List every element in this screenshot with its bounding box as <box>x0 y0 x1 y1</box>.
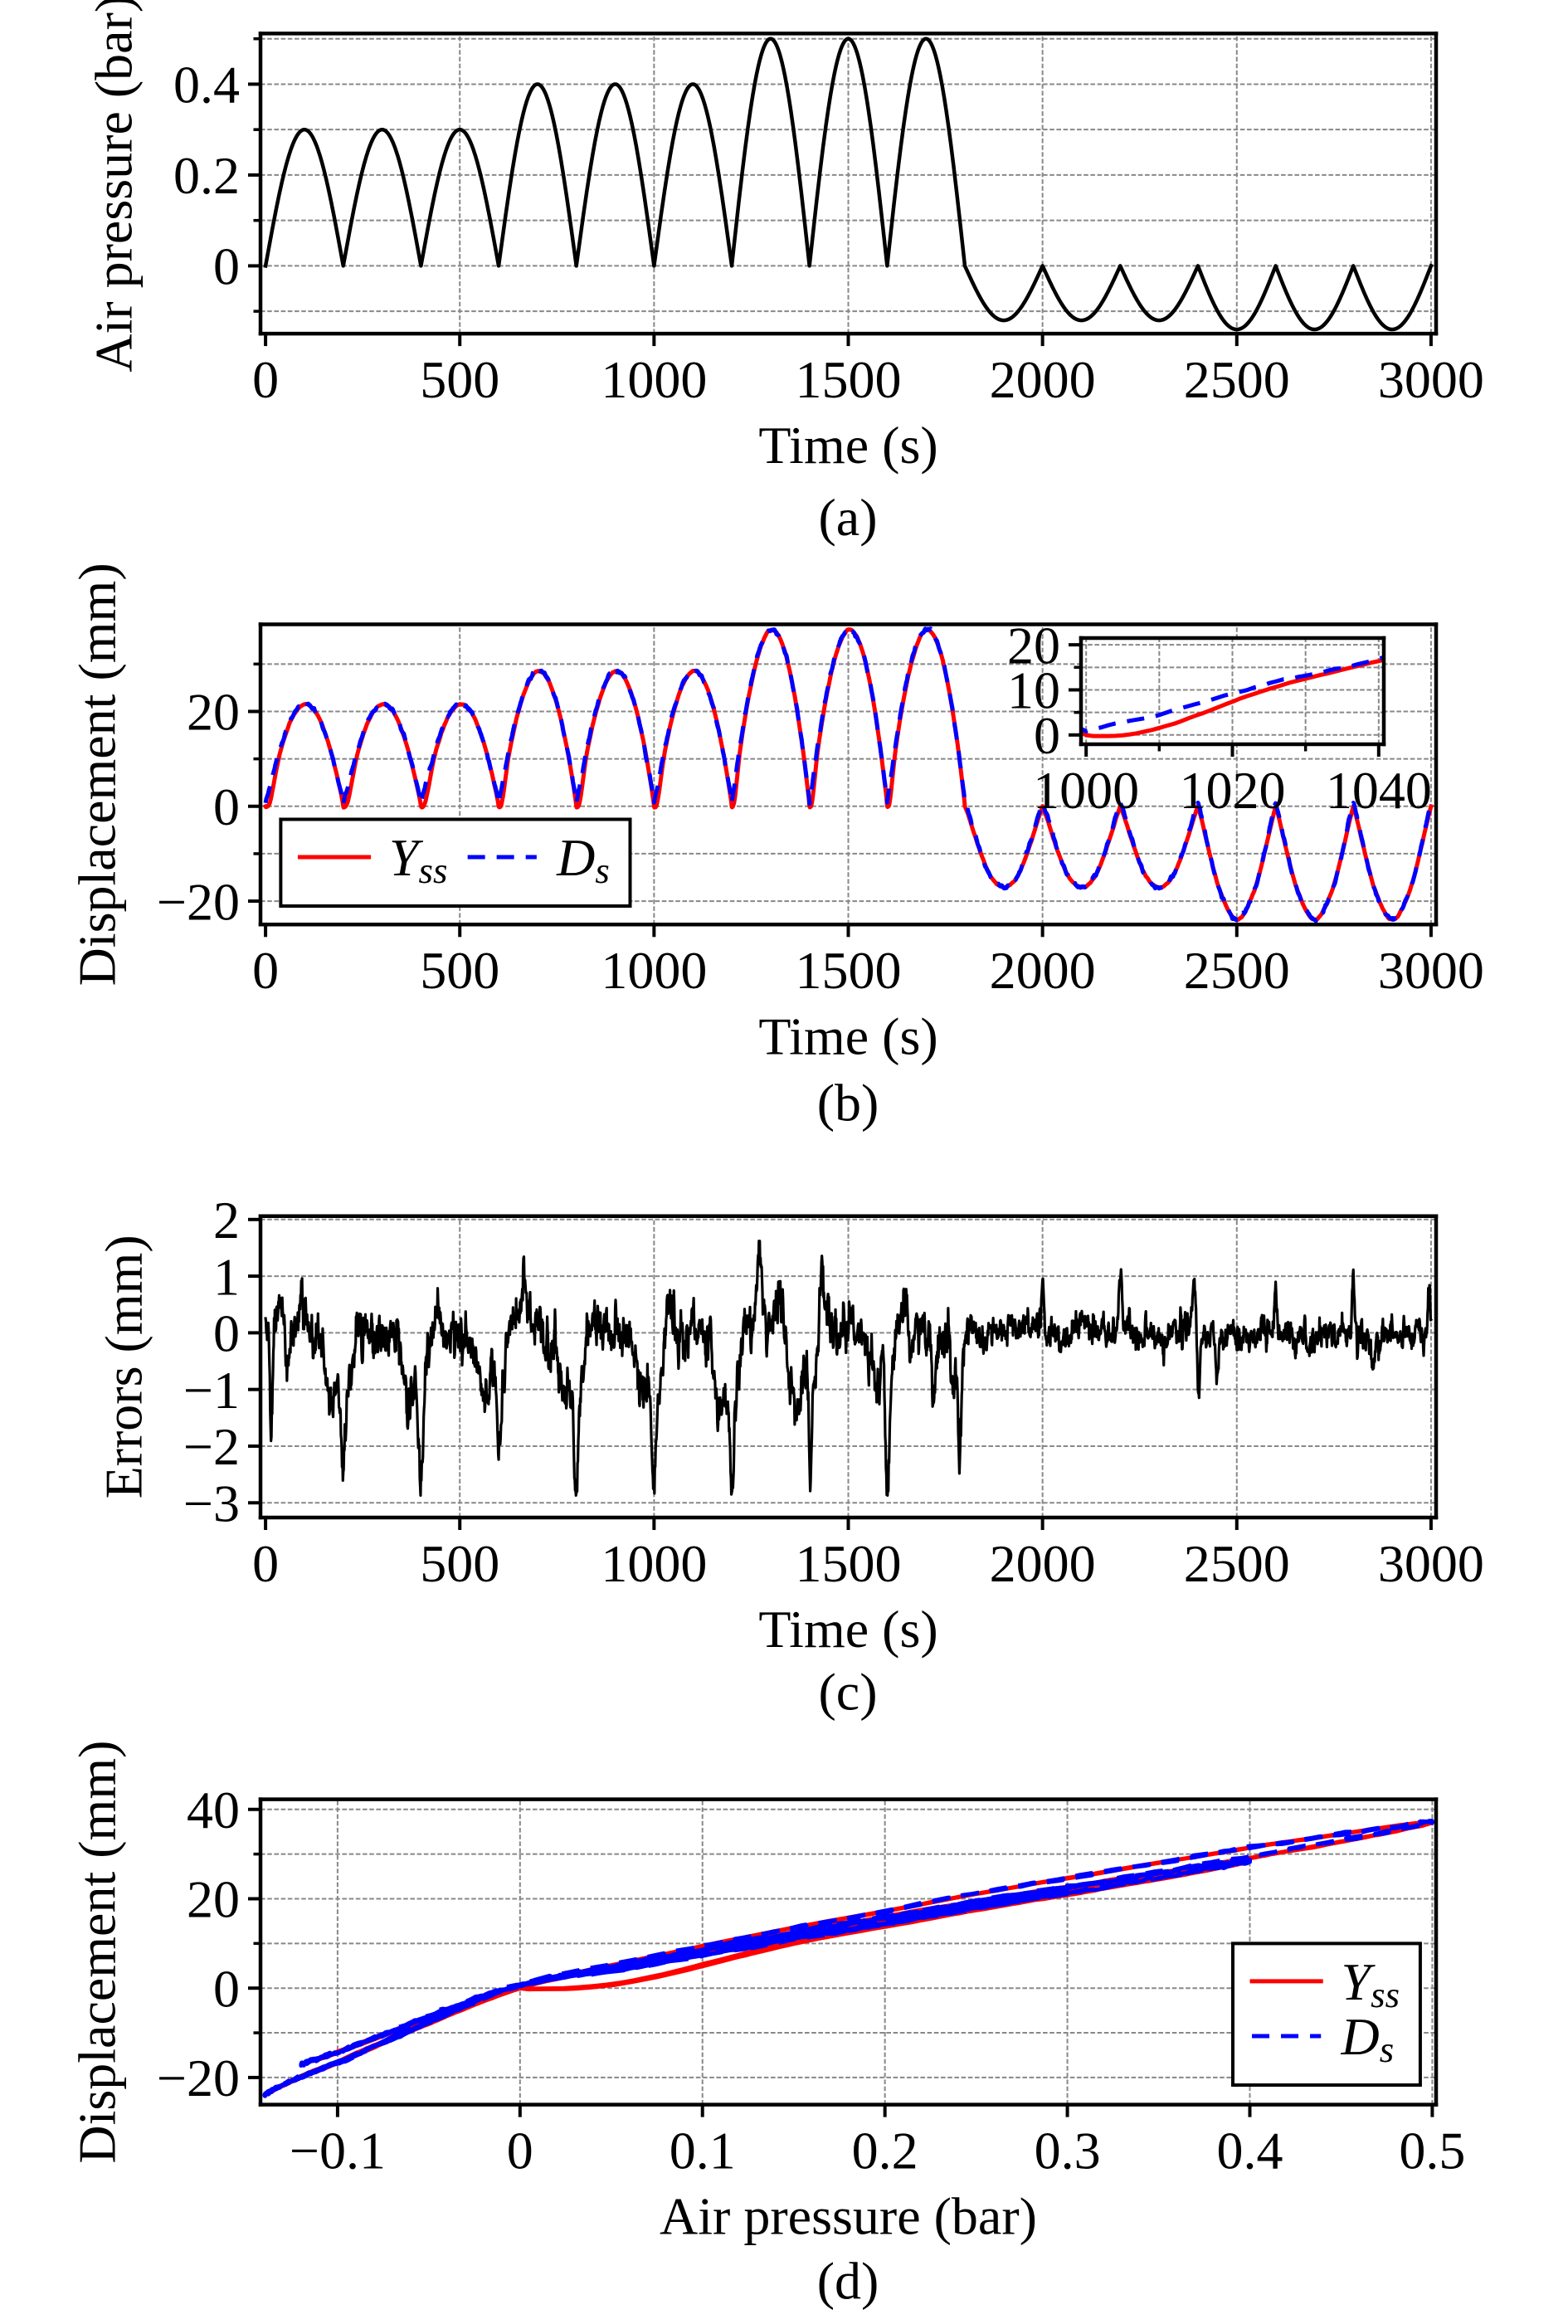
svg-text:Y s s: Y s s <box>389 828 447 891</box>
svg-text:0: 0 <box>213 777 240 836</box>
svg-text:−20: −20 <box>157 2049 240 2107</box>
svg-text:2000: 2000 <box>990 1534 1096 1593</box>
svg-text:−2: −2 <box>183 1417 240 1476</box>
svg-text:Displacement (mm): Displacement (mm) <box>67 563 126 986</box>
svg-text:3000: 3000 <box>1378 941 1484 1000</box>
svg-text:1: 1 <box>213 1247 240 1306</box>
svg-text:1020: 1020 <box>1180 761 1286 820</box>
svg-text:0: 0 <box>213 1304 240 1363</box>
svg-text:1500: 1500 <box>796 1534 902 1593</box>
svg-text:2: 2 <box>213 1191 240 1250</box>
svg-text:Air pressure (bar): Air pressure (bar) <box>660 2187 1037 2246</box>
svg-text:Time (s): Time (s) <box>758 1600 937 1659</box>
svg-text:0.4: 0.4 <box>1216 2122 1283 2180</box>
svg-text:0.2: 0.2 <box>852 2122 918 2180</box>
svg-text:Time (s): Time (s) <box>758 1006 937 1065</box>
svg-text:20: 20 <box>187 1870 240 1929</box>
svg-text:1000: 1000 <box>601 941 707 1000</box>
svg-text:Air pressure (bar): Air pressure (bar) <box>84 0 143 373</box>
svg-text:0.1: 0.1 <box>670 2122 736 2180</box>
svg-text:0: 0 <box>252 941 279 1000</box>
svg-text:1000: 1000 <box>601 350 707 409</box>
svg-text:−1: −1 <box>183 1361 240 1420</box>
svg-text:1040: 1040 <box>1326 761 1432 820</box>
svg-text:2500: 2500 <box>1184 941 1290 1000</box>
svg-text:(b): (b) <box>817 1073 879 1132</box>
svg-text:500: 500 <box>420 350 499 409</box>
svg-text:Displacement (mm): Displacement (mm) <box>67 1741 126 2164</box>
svg-text:3000: 3000 <box>1378 350 1484 409</box>
svg-text:0.2: 0.2 <box>173 146 240 205</box>
svg-text:3000: 3000 <box>1378 1534 1484 1593</box>
svg-text:−3: −3 <box>183 1474 240 1532</box>
svg-text:500: 500 <box>420 941 499 1000</box>
svg-text:D s: D s <box>1341 2007 1395 2070</box>
svg-text:(a): (a) <box>818 488 877 547</box>
svg-text:500: 500 <box>420 1534 499 1593</box>
svg-text:0.4: 0.4 <box>173 56 240 114</box>
svg-text:0: 0 <box>213 1959 240 2018</box>
svg-text:Errors (mm): Errors (mm) <box>94 1235 153 1498</box>
svg-text:20: 20 <box>187 683 240 742</box>
svg-text:10: 10 <box>1007 661 1060 720</box>
svg-text:(d): (d) <box>817 2251 879 2310</box>
svg-text:Time (s): Time (s) <box>758 416 937 475</box>
svg-text:−20: −20 <box>157 872 240 931</box>
svg-text:1500: 1500 <box>796 941 902 1000</box>
svg-text:0: 0 <box>213 237 240 296</box>
svg-text:2000: 2000 <box>990 350 1096 409</box>
svg-text:2000: 2000 <box>990 941 1096 1000</box>
svg-text:0: 0 <box>1034 706 1060 765</box>
svg-text:20: 20 <box>1007 616 1060 675</box>
svg-text:2500: 2500 <box>1184 1534 1290 1593</box>
svg-text:Y s s: Y s s <box>1342 1952 1400 2015</box>
svg-text:0.5: 0.5 <box>1399 2122 1465 2180</box>
svg-text:−0.1: −0.1 <box>290 2122 386 2180</box>
svg-text:0.3: 0.3 <box>1035 2122 1101 2180</box>
svg-text:2500: 2500 <box>1184 350 1290 409</box>
svg-text:(c): (c) <box>818 1662 877 1721</box>
svg-text:1000: 1000 <box>601 1534 707 1593</box>
svg-text:0: 0 <box>252 1534 279 1593</box>
svg-text:D s: D s <box>556 828 610 891</box>
svg-text:0: 0 <box>507 2122 533 2180</box>
svg-text:40: 40 <box>187 1781 240 1839</box>
svg-text:1000: 1000 <box>1033 761 1139 820</box>
svg-text:0: 0 <box>252 350 279 409</box>
svg-text:1500: 1500 <box>796 350 902 409</box>
